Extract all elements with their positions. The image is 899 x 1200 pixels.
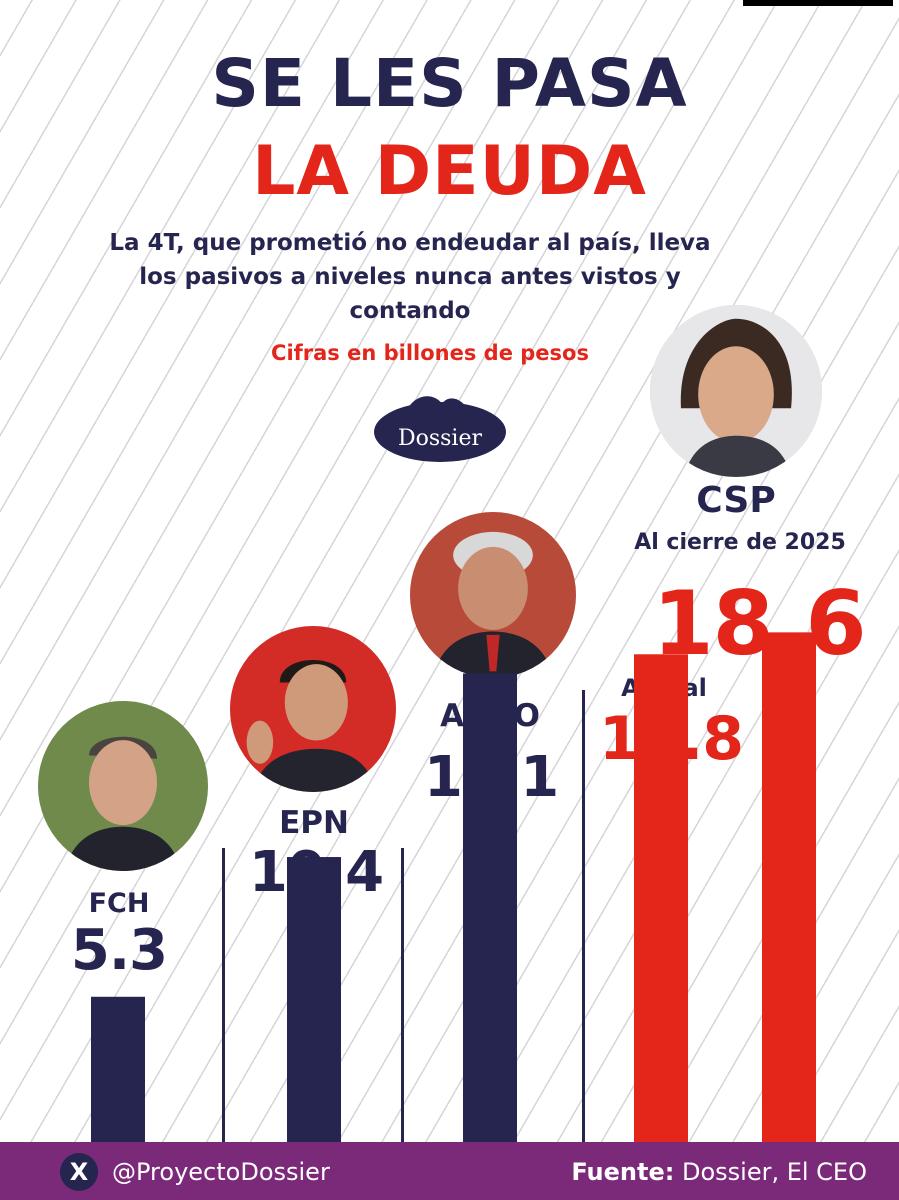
fch-portrait-icon <box>38 701 208 871</box>
csp-portrait-icon <box>650 305 822 477</box>
fch-photo <box>38 701 208 871</box>
epn-bar <box>287 857 341 1142</box>
headline-line1: SE LES PASA <box>211 45 688 122</box>
amlo-portrait-icon <box>410 512 576 678</box>
social-handle-link[interactable]: @ProyectoDossier <box>112 1158 330 1186</box>
epn-portrait-icon <box>230 626 396 792</box>
fch-bar <box>91 996 145 1142</box>
corner-mark <box>743 0 893 6</box>
csp-label: CSP <box>696 480 776 521</box>
source-value: Dossier, El CEO <box>681 1158 867 1186</box>
logo-text: Dossier <box>397 426 483 451</box>
footer-bar <box>0 1142 899 1200</box>
csp-photo <box>650 305 822 477</box>
amlo-bar <box>463 673 517 1142</box>
csp-cierre-label: Al cierre de 2025 <box>634 530 846 555</box>
epn-label: EPN <box>279 805 349 841</box>
headline-line2: LA DEUDA <box>252 132 647 211</box>
csp-actual-bar <box>634 654 688 1142</box>
fch-value-label: 5.3 <box>70 918 168 983</box>
group-divider <box>222 848 225 1142</box>
epn-photo <box>230 626 396 792</box>
x-logo-icon[interactable]: X <box>60 1153 98 1191</box>
units-note: Cifras en billones de pesos <box>271 341 589 365</box>
csp-cierre-value-label: 18.6 <box>652 572 866 675</box>
source-label: Fuente: <box>571 1158 675 1186</box>
amlo-photo <box>410 512 576 678</box>
group-divider <box>401 848 404 1142</box>
fch-label: FCH <box>88 888 150 919</box>
source-credit: Fuente: Dossier, El CEO <box>571 1155 867 1189</box>
dossier-logo-icon <box>374 396 506 462</box>
subtitle: La 4T, que prometió no endeudar al país,… <box>109 230 711 324</box>
group-divider <box>582 690 585 1142</box>
csp-cierre-bar <box>762 632 816 1142</box>
